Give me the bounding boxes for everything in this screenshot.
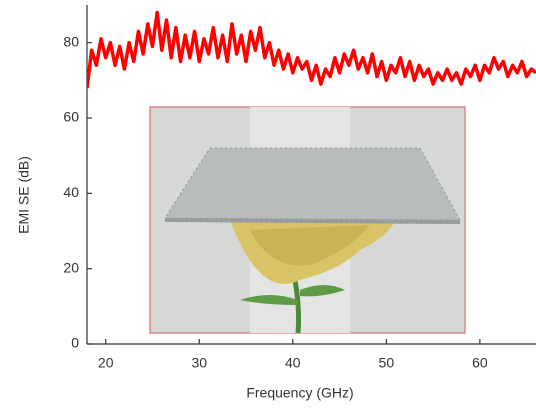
x-tick-label: 30 (191, 355, 207, 371)
x-tick-label: 50 (379, 355, 395, 371)
inset-photo (150, 107, 465, 333)
x-tick-label: 20 (98, 355, 114, 371)
y-tick-label: 60 (63, 109, 79, 125)
y-tick-label: 80 (63, 33, 79, 49)
data-line (87, 13, 536, 88)
chart: EMI SE (dB) Frequency (GHz) 0 20 40 60 80 20 3… (0, 0, 536, 410)
y-tick-label: 20 (63, 259, 79, 275)
y-tick-label: 0 (71, 335, 79, 351)
x-tick-label: 60 (472, 355, 488, 371)
x-axis-label: Frequency (GHz) (246, 385, 353, 401)
y-tick-label: 40 (63, 184, 79, 200)
x-tick-label: 40 (285, 355, 301, 371)
y-axis-label: EMI SE (dB) (16, 156, 32, 234)
